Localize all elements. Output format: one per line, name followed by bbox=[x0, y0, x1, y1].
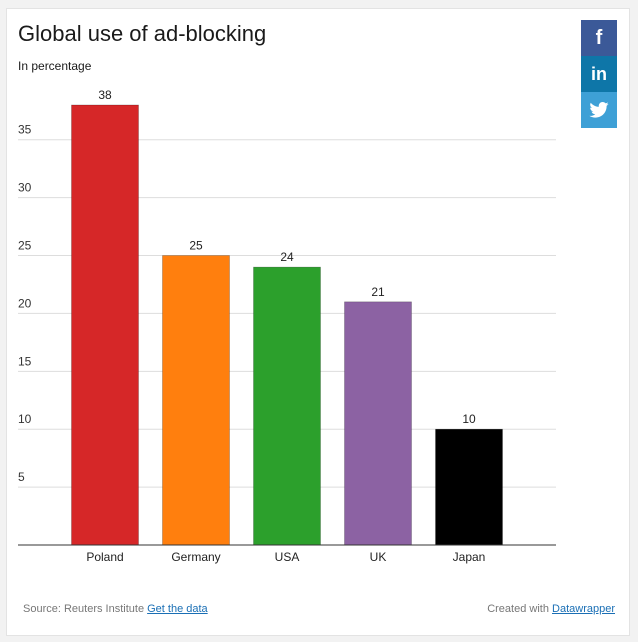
data-label: 24 bbox=[280, 250, 294, 264]
share-buttons: f in bbox=[581, 20, 617, 128]
chart-title: Global use of ad-blocking bbox=[18, 21, 267, 46]
facebook-icon: f bbox=[595, 26, 603, 49]
x-tick-label: Japan bbox=[453, 550, 486, 564]
source-credit: Source: Reuters Institute Get the data bbox=[23, 603, 208, 615]
y-tick-label: 35 bbox=[18, 123, 32, 137]
y-tick-label: 30 bbox=[18, 181, 32, 195]
chart-card: Global use of ad-blocking In percentage … bbox=[6, 8, 630, 636]
created-with-credit: Created with Datawrapper bbox=[487, 603, 615, 615]
data-label: 38 bbox=[98, 88, 112, 102]
bar bbox=[435, 428, 503, 546]
y-tick-label: 15 bbox=[18, 354, 32, 368]
datawrapper-link[interactable]: Datawrapper bbox=[552, 603, 615, 615]
x-tick-label: Poland bbox=[86, 550, 123, 564]
linkedin-icon: in bbox=[591, 63, 607, 84]
x-tick-label: UK bbox=[370, 550, 387, 564]
x-tick-label: USA bbox=[275, 550, 300, 564]
data-label: 21 bbox=[371, 285, 385, 299]
data-label: 25 bbox=[189, 239, 203, 253]
y-tick-label: 25 bbox=[18, 239, 32, 253]
linkedin-share-button[interactable]: in bbox=[581, 56, 617, 92]
bar bbox=[253, 266, 321, 546]
twitter-icon bbox=[589, 102, 609, 118]
twitter-share-button[interactable] bbox=[581, 92, 617, 128]
y-tick-label: 5 bbox=[18, 470, 25, 484]
x-tick-label: Germany bbox=[171, 550, 220, 564]
created-with-label: Created with bbox=[487, 603, 549, 615]
get-data-link[interactable]: Get the data bbox=[147, 603, 208, 615]
y-tick-label: 20 bbox=[18, 296, 32, 310]
bar bbox=[162, 255, 230, 546]
source-label: Source: Reuters Institute bbox=[23, 603, 145, 615]
bar bbox=[71, 104, 139, 546]
y-tick-label: 10 bbox=[18, 412, 32, 426]
data-label: 10 bbox=[462, 412, 476, 426]
bar bbox=[344, 301, 412, 546]
bar-chart: 5 10 15 20 25 30 35 38 Poland 25 Germany 24 USA 21 UK 1… bbox=[18, 88, 556, 564]
facebook-share-button[interactable]: f bbox=[581, 20, 617, 56]
chart-subtitle: In percentage bbox=[18, 59, 92, 73]
